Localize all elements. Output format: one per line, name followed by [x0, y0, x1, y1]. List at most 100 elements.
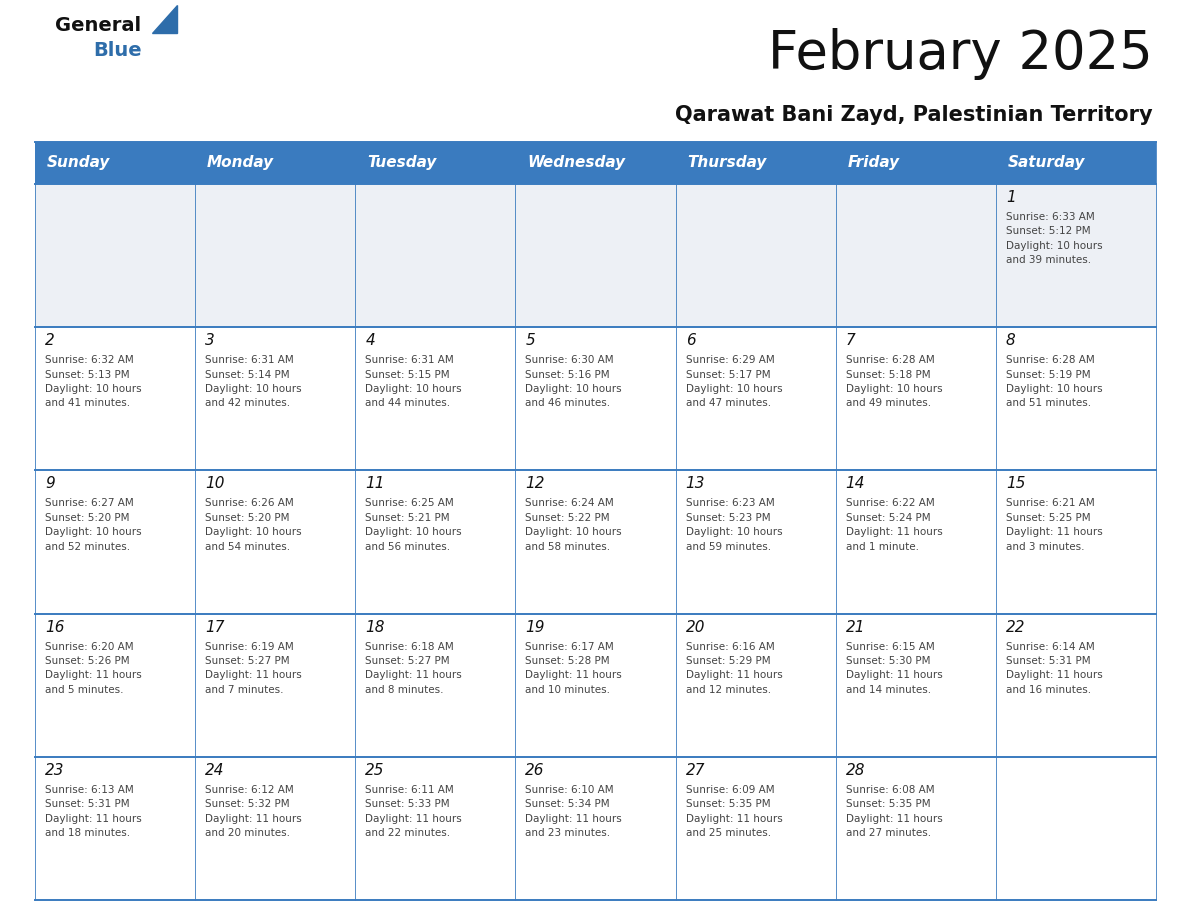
Text: 21: 21 — [846, 620, 865, 634]
Text: General: General — [55, 16, 141, 35]
Bar — [996, 470, 1156, 613]
Bar — [355, 184, 516, 327]
Text: 8: 8 — [1006, 333, 1016, 348]
Text: 17: 17 — [206, 620, 225, 634]
Text: Sunrise: 6:30 AM
Sunset: 5:16 PM
Daylight: 10 hours
and 46 minutes.: Sunrise: 6:30 AM Sunset: 5:16 PM Dayligh… — [525, 355, 623, 409]
Text: 4: 4 — [365, 333, 375, 348]
Text: Sunrise: 6:29 AM
Sunset: 5:17 PM
Daylight: 10 hours
and 47 minutes.: Sunrise: 6:29 AM Sunset: 5:17 PM Dayligh… — [685, 355, 782, 409]
Text: Sunrise: 6:28 AM
Sunset: 5:19 PM
Daylight: 10 hours
and 51 minutes.: Sunrise: 6:28 AM Sunset: 5:19 PM Dayligh… — [1006, 355, 1102, 409]
Text: Sunrise: 6:08 AM
Sunset: 5:35 PM
Daylight: 11 hours
and 27 minutes.: Sunrise: 6:08 AM Sunset: 5:35 PM Dayligh… — [846, 785, 942, 838]
Bar — [676, 184, 835, 327]
Text: Saturday: Saturday — [1007, 155, 1086, 171]
Bar — [516, 613, 676, 756]
Text: 9: 9 — [45, 476, 55, 491]
Bar — [195, 327, 355, 470]
Bar — [195, 184, 355, 327]
Bar — [676, 613, 835, 756]
Text: 10: 10 — [206, 476, 225, 491]
Text: 11: 11 — [365, 476, 385, 491]
Text: February 2025: February 2025 — [769, 28, 1154, 80]
Text: 18: 18 — [365, 620, 385, 634]
Text: Sunrise: 6:16 AM
Sunset: 5:29 PM
Daylight: 11 hours
and 12 minutes.: Sunrise: 6:16 AM Sunset: 5:29 PM Dayligh… — [685, 642, 783, 695]
Bar — [195, 470, 355, 613]
Text: Sunrise: 6:28 AM
Sunset: 5:18 PM
Daylight: 10 hours
and 49 minutes.: Sunrise: 6:28 AM Sunset: 5:18 PM Dayligh… — [846, 355, 942, 409]
Text: Sunrise: 6:21 AM
Sunset: 5:25 PM
Daylight: 11 hours
and 3 minutes.: Sunrise: 6:21 AM Sunset: 5:25 PM Dayligh… — [1006, 498, 1102, 552]
Text: 23: 23 — [45, 763, 64, 778]
Text: Sunrise: 6:25 AM
Sunset: 5:21 PM
Daylight: 10 hours
and 56 minutes.: Sunrise: 6:25 AM Sunset: 5:21 PM Dayligh… — [365, 498, 462, 552]
Text: Sunrise: 6:10 AM
Sunset: 5:34 PM
Daylight: 11 hours
and 23 minutes.: Sunrise: 6:10 AM Sunset: 5:34 PM Dayligh… — [525, 785, 623, 838]
Text: 25: 25 — [365, 763, 385, 778]
Bar — [676, 470, 835, 613]
Bar — [355, 470, 516, 613]
Text: Blue: Blue — [93, 41, 141, 60]
Text: Sunrise: 6:13 AM
Sunset: 5:31 PM
Daylight: 11 hours
and 18 minutes.: Sunrise: 6:13 AM Sunset: 5:31 PM Dayligh… — [45, 785, 141, 838]
Text: 15: 15 — [1006, 476, 1025, 491]
Bar — [835, 756, 996, 900]
Text: 7: 7 — [846, 333, 855, 348]
Text: 28: 28 — [846, 763, 865, 778]
Bar — [996, 613, 1156, 756]
Text: 27: 27 — [685, 763, 704, 778]
Text: 16: 16 — [45, 620, 64, 634]
Bar — [34, 470, 195, 613]
Bar — [34, 327, 195, 470]
Text: 20: 20 — [685, 620, 704, 634]
Text: Sunday: Sunday — [48, 155, 110, 171]
Text: Tuesday: Tuesday — [367, 155, 437, 171]
Text: Sunrise: 6:17 AM
Sunset: 5:28 PM
Daylight: 11 hours
and 10 minutes.: Sunrise: 6:17 AM Sunset: 5:28 PM Dayligh… — [525, 642, 623, 695]
Text: Sunrise: 6:20 AM
Sunset: 5:26 PM
Daylight: 11 hours
and 5 minutes.: Sunrise: 6:20 AM Sunset: 5:26 PM Dayligh… — [45, 642, 141, 695]
Text: Sunrise: 6:33 AM
Sunset: 5:12 PM
Daylight: 10 hours
and 39 minutes.: Sunrise: 6:33 AM Sunset: 5:12 PM Dayligh… — [1006, 212, 1102, 265]
Bar — [996, 184, 1156, 327]
Text: Sunrise: 6:18 AM
Sunset: 5:27 PM
Daylight: 11 hours
and 8 minutes.: Sunrise: 6:18 AM Sunset: 5:27 PM Dayligh… — [365, 642, 462, 695]
Text: Sunrise: 6:22 AM
Sunset: 5:24 PM
Daylight: 11 hours
and 1 minute.: Sunrise: 6:22 AM Sunset: 5:24 PM Dayligh… — [846, 498, 942, 552]
Text: 12: 12 — [525, 476, 545, 491]
Text: Sunrise: 6:31 AM
Sunset: 5:14 PM
Daylight: 10 hours
and 42 minutes.: Sunrise: 6:31 AM Sunset: 5:14 PM Dayligh… — [206, 355, 302, 409]
Text: Sunrise: 6:11 AM
Sunset: 5:33 PM
Daylight: 11 hours
and 22 minutes.: Sunrise: 6:11 AM Sunset: 5:33 PM Dayligh… — [365, 785, 462, 838]
Text: Sunrise: 6:23 AM
Sunset: 5:23 PM
Daylight: 10 hours
and 59 minutes.: Sunrise: 6:23 AM Sunset: 5:23 PM Dayligh… — [685, 498, 782, 552]
Bar — [835, 184, 996, 327]
Text: 3: 3 — [206, 333, 215, 348]
Text: 22: 22 — [1006, 620, 1025, 634]
Text: 26: 26 — [525, 763, 545, 778]
Bar — [355, 756, 516, 900]
Text: Sunrise: 6:09 AM
Sunset: 5:35 PM
Daylight: 11 hours
and 25 minutes.: Sunrise: 6:09 AM Sunset: 5:35 PM Dayligh… — [685, 785, 783, 838]
Text: 19: 19 — [525, 620, 545, 634]
Text: Monday: Monday — [207, 155, 274, 171]
Bar — [676, 756, 835, 900]
Text: 2: 2 — [45, 333, 55, 348]
Bar — [835, 327, 996, 470]
Bar — [516, 184, 676, 327]
Bar — [34, 613, 195, 756]
Text: Sunrise: 6:31 AM
Sunset: 5:15 PM
Daylight: 10 hours
and 44 minutes.: Sunrise: 6:31 AM Sunset: 5:15 PM Dayligh… — [365, 355, 462, 409]
Text: Sunrise: 6:24 AM
Sunset: 5:22 PM
Daylight: 10 hours
and 58 minutes.: Sunrise: 6:24 AM Sunset: 5:22 PM Dayligh… — [525, 498, 623, 552]
Polygon shape — [152, 5, 177, 33]
Bar — [516, 470, 676, 613]
Bar — [835, 613, 996, 756]
Text: Sunrise: 6:12 AM
Sunset: 5:32 PM
Daylight: 11 hours
and 20 minutes.: Sunrise: 6:12 AM Sunset: 5:32 PM Dayligh… — [206, 785, 302, 838]
Text: Sunrise: 6:19 AM
Sunset: 5:27 PM
Daylight: 11 hours
and 7 minutes.: Sunrise: 6:19 AM Sunset: 5:27 PM Dayligh… — [206, 642, 302, 695]
Text: 24: 24 — [206, 763, 225, 778]
Text: Sunrise: 6:15 AM
Sunset: 5:30 PM
Daylight: 11 hours
and 14 minutes.: Sunrise: 6:15 AM Sunset: 5:30 PM Dayligh… — [846, 642, 942, 695]
Bar — [676, 327, 835, 470]
Text: Thursday: Thursday — [688, 155, 767, 171]
Bar — [355, 613, 516, 756]
Bar — [996, 327, 1156, 470]
Bar — [34, 184, 195, 327]
Bar — [34, 142, 1156, 184]
Text: Wednesday: Wednesday — [527, 155, 626, 171]
Bar — [355, 327, 516, 470]
Text: Sunrise: 6:32 AM
Sunset: 5:13 PM
Daylight: 10 hours
and 41 minutes.: Sunrise: 6:32 AM Sunset: 5:13 PM Dayligh… — [45, 355, 141, 409]
Text: 14: 14 — [846, 476, 865, 491]
Text: Friday: Friday — [848, 155, 899, 171]
Bar — [996, 756, 1156, 900]
Bar — [195, 613, 355, 756]
Text: Sunrise: 6:27 AM
Sunset: 5:20 PM
Daylight: 10 hours
and 52 minutes.: Sunrise: 6:27 AM Sunset: 5:20 PM Dayligh… — [45, 498, 141, 552]
Text: 6: 6 — [685, 333, 695, 348]
Bar — [195, 756, 355, 900]
Text: Sunrise: 6:14 AM
Sunset: 5:31 PM
Daylight: 11 hours
and 16 minutes.: Sunrise: 6:14 AM Sunset: 5:31 PM Dayligh… — [1006, 642, 1102, 695]
Bar — [516, 327, 676, 470]
Text: 5: 5 — [525, 333, 535, 348]
Bar — [516, 756, 676, 900]
Bar — [34, 756, 195, 900]
Text: Qarawat Bani Zayd, Palestinian Territory: Qarawat Bani Zayd, Palestinian Territory — [675, 105, 1154, 125]
